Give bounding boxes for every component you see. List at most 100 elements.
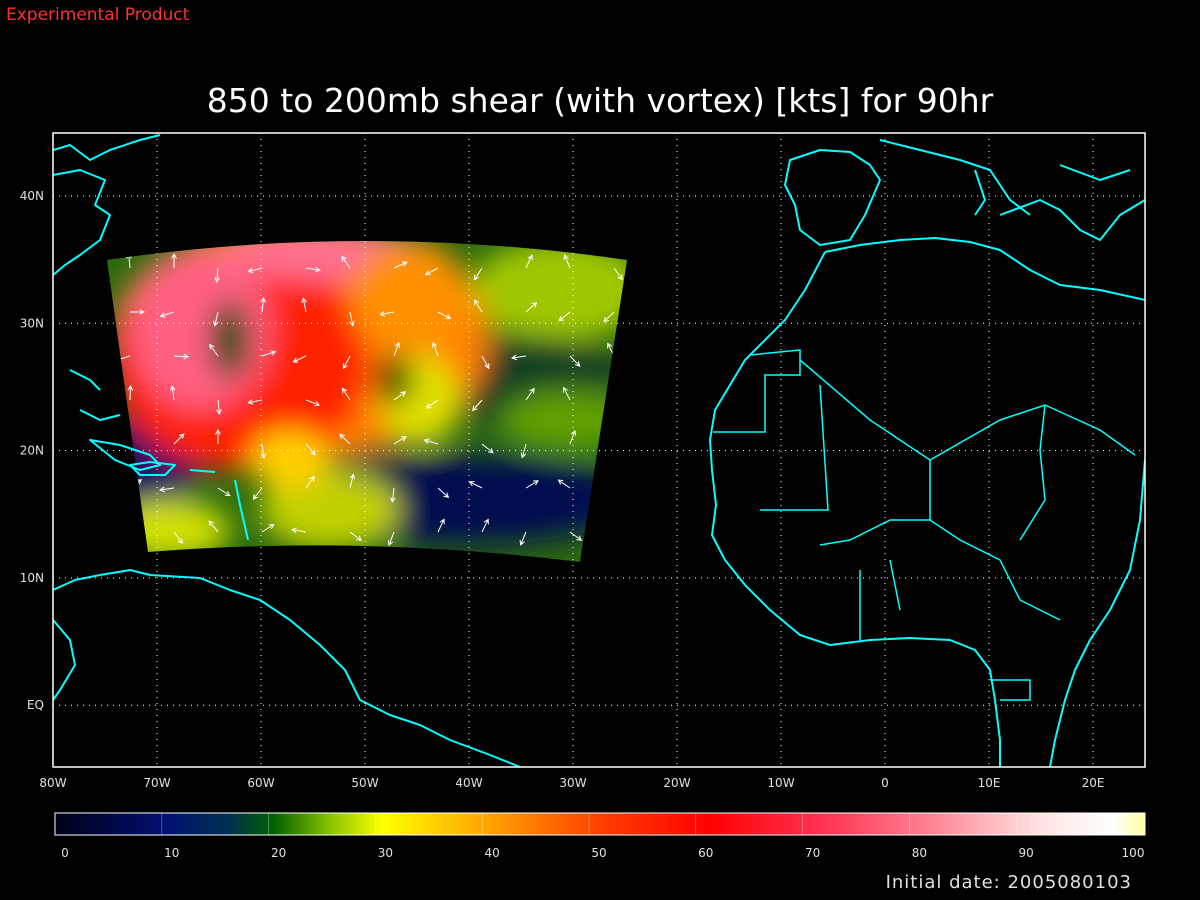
colorbar-label: 60 [698,846,713,860]
wind-arrow [613,399,626,411]
latitude-label: 40N [20,189,44,203]
wind-arrow [379,310,395,317]
wind-arrow [349,473,356,489]
wind-arrow [129,531,135,547]
wind-arrow [216,399,222,415]
latitude-label: 20N [20,444,44,458]
wind-arrow [481,355,490,370]
wind-arrow [431,341,439,357]
colorbar-label: 70 [805,846,820,860]
longitude-label: 10E [978,776,1001,790]
wind-arrow [129,309,146,315]
wind-arrow [613,267,623,281]
wind-arrow [342,355,351,370]
wind-arrow [558,311,571,322]
wind-arrow [349,531,363,541]
wind-arrow [217,487,231,497]
wind-arrow [473,267,483,281]
wind-arrow [393,261,408,269]
wind-arrow [425,399,439,409]
wind-arrow [525,254,533,269]
wind-arrow [261,350,277,357]
wind-arrow [209,343,219,357]
longitude-label: 20W [663,776,690,790]
wind-arrow [159,311,175,318]
colorbar-label: 30 [378,846,393,860]
initial-date: Initial date: 2005080103 [886,872,1132,893]
wind-arrow [437,518,445,533]
north-america [53,134,161,276]
wind-arrow [305,475,315,489]
wind-arrow [525,480,539,489]
graticule [53,133,1145,767]
caribbean [69,369,249,541]
wind-arrow [208,520,219,533]
wind-arrow [481,443,494,454]
axis-labels: 80W 70W 60W 50W 40W 30W 20W 10W 0 10E 20E 40N 30N 20N… [20,189,1105,790]
wind-arrow [339,433,351,445]
wind-arrow [305,443,316,456]
wind-arrow [349,311,355,327]
wind-arrow [260,443,267,459]
wind-arrow [247,399,263,405]
coastlines [53,134,1145,767]
longitude-label: 60W [247,776,274,790]
longitude-label: 70W [143,776,170,790]
wind-arrow [305,266,321,273]
longitude-label: 80W [39,776,66,790]
wind-arrow [520,443,527,459]
wind-arrow [261,523,275,533]
wind-arrow [562,386,571,401]
wind-arrow [474,299,483,313]
longitude-label: 20E [1082,776,1105,790]
wind-arrow [563,254,571,269]
colorbar-label: 80 [912,846,927,860]
wind-arrow [511,354,527,361]
colorbar-labels: 0 10 20 30 40 50 60 70 80 90 100 [54,813,1144,860]
colorbar [54,812,1146,836]
latitude-label: 10N [20,571,44,585]
wind-arrow [423,438,439,445]
wind-arrow [215,428,221,445]
wind-arrow [247,267,263,274]
wind-arrow [341,387,351,401]
wind-arrow [260,297,266,313]
wind-arrow [387,531,395,547]
south-america [53,569,521,767]
wind-arrow [390,487,396,503]
iberia-europe [784,139,1145,246]
colorbar-label: 20 [271,846,286,860]
latitude-label: EQ [27,698,44,712]
wind-arrow [171,252,177,269]
african-borders [713,349,1136,701]
wind-arrow [519,531,527,546]
wind-arrow [472,399,483,412]
wind-arrow [569,355,581,367]
wind-arrow [252,487,263,500]
colorbar-label: 10 [164,846,179,860]
wind-arrow [169,385,176,401]
longitude-label: 50W [351,776,378,790]
colorbar-label: 40 [485,846,500,860]
wind-arrow [305,399,321,407]
wind-arrow [127,384,134,401]
wind-arrow [424,267,439,276]
latitude-label: 30N [20,316,44,330]
wind-arrow [599,527,615,534]
wind-arrow [301,297,307,313]
wind-arrow [557,479,571,489]
wind-arrow [525,387,535,401]
wind-arrow [173,433,185,445]
wind-arrow [173,353,190,360]
wind-arrow [393,341,401,357]
colorbar-label: 90 [1019,846,1034,860]
map-frame [52,132,1146,768]
wind-arrow [569,531,583,541]
wind-arrow [481,518,489,533]
wind-arrow [613,430,622,445]
longitude-label: 0 [881,776,889,790]
africa [709,237,1145,767]
wind-arrow [291,527,307,534]
colorbar-label: 50 [591,846,606,860]
